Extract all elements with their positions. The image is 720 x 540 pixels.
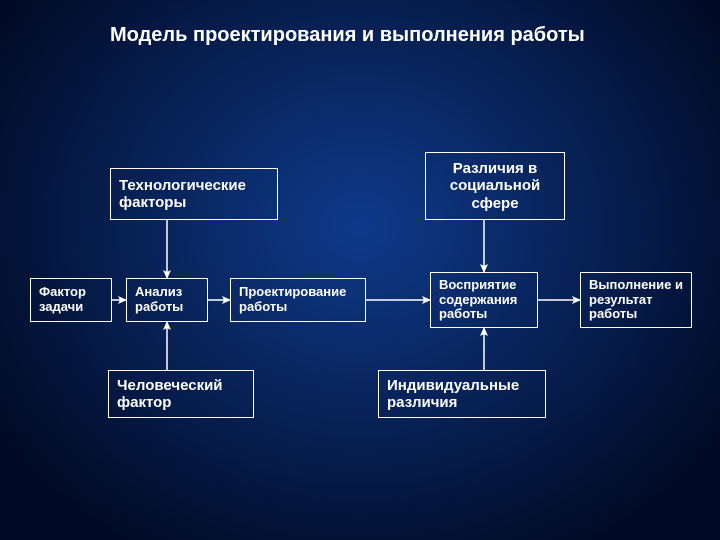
node-indiv: Индивидуальные различия: [378, 370, 546, 418]
node-tech: Технологические факторы: [110, 168, 278, 220]
edges-layer: [0, 0, 720, 540]
node-design-label: Проектирование работы: [239, 285, 357, 315]
node-task-label: Фактор задачи: [39, 285, 103, 315]
node-human: Человеческий фактор: [108, 370, 254, 418]
node-percept: Восприятие содержания работы: [430, 272, 538, 328]
node-percept-label: Восприятие содержания работы: [439, 278, 529, 323]
node-indiv-label: Индивидуальные различия: [387, 377, 537, 412]
node-analysis: Анализ работы: [126, 278, 208, 322]
node-social-label: Различия в социальной сфере: [434, 160, 556, 212]
node-human-label: Человеческий фактор: [117, 377, 245, 412]
node-task: Фактор задачи: [30, 278, 112, 322]
node-design: Проектирование работы: [230, 278, 366, 322]
node-analysis-label: Анализ работы: [135, 285, 199, 315]
node-result: Выполнение и результат работы: [580, 272, 692, 328]
node-result-label: Выполнение и результат работы: [589, 278, 683, 323]
diagram-title: Модель проектирования и выполнения работ…: [110, 24, 585, 47]
diagram-stage: Модель проектирования и выполнения работ…: [0, 0, 720, 540]
node-tech-label: Технологические факторы: [119, 177, 269, 212]
node-social: Различия в социальной сфере: [425, 152, 565, 220]
